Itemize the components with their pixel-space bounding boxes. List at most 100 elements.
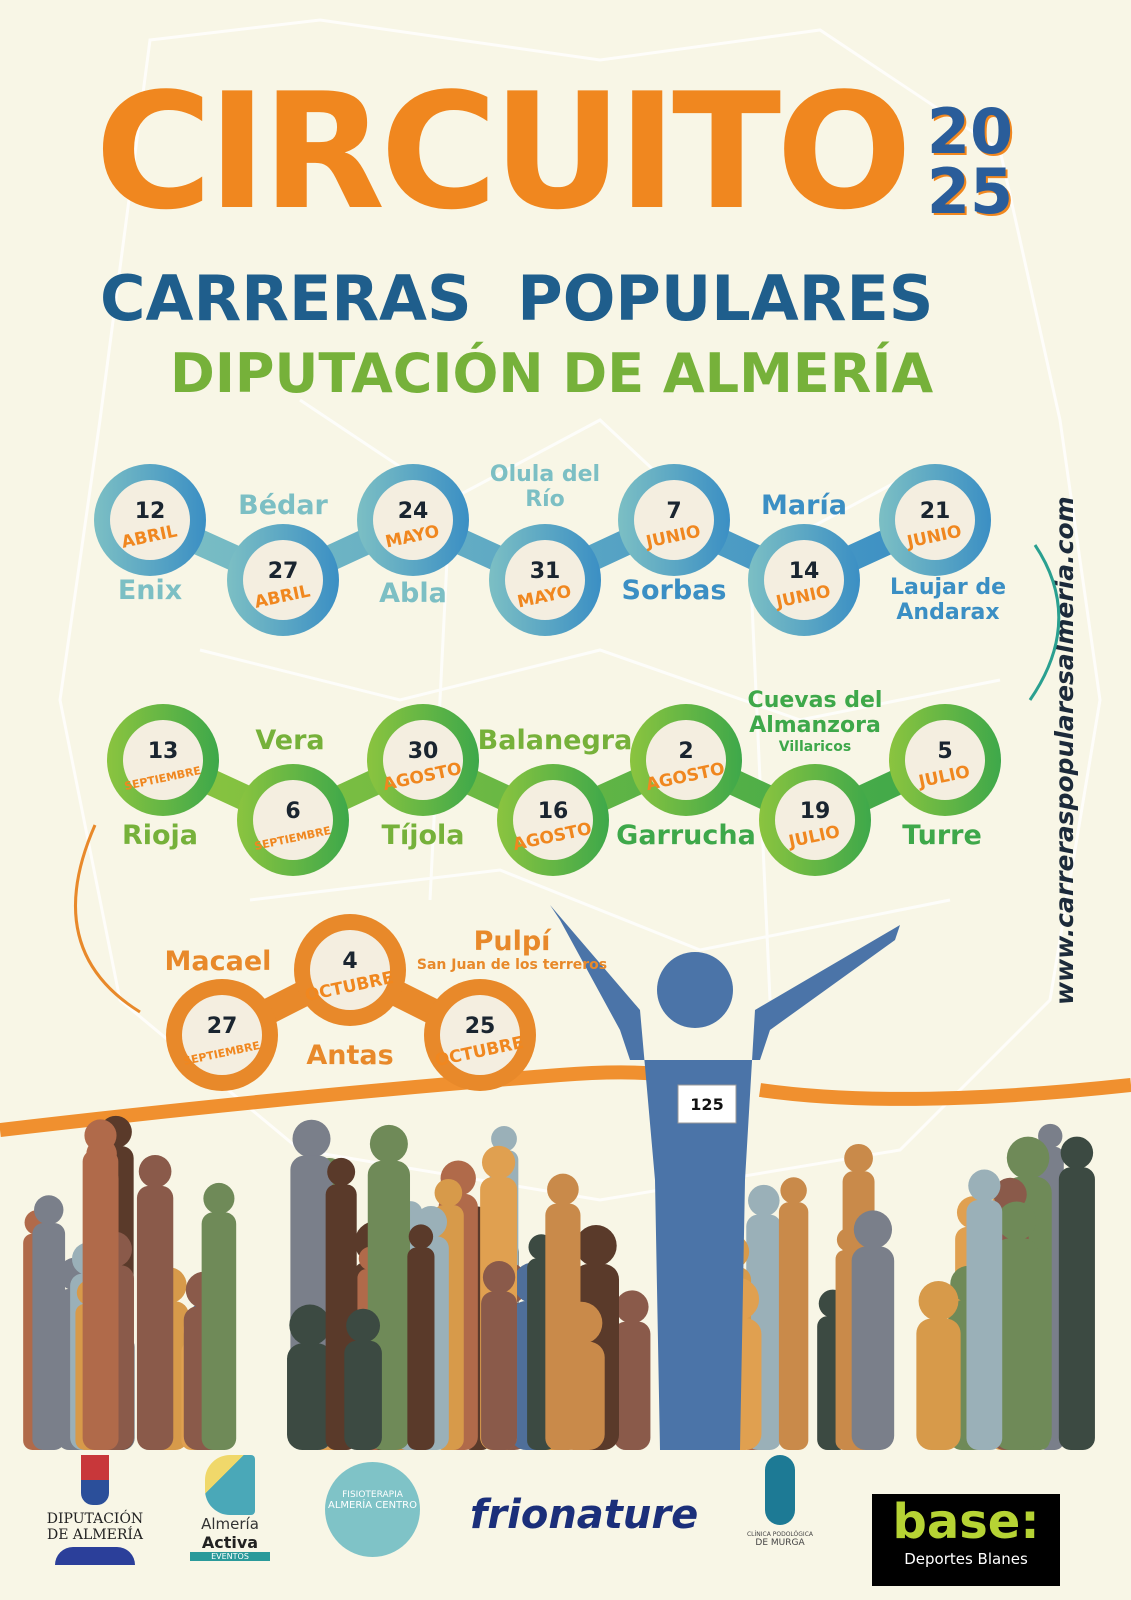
runner-silhouette	[82, 1119, 119, 1450]
race-town: Macael	[164, 946, 272, 977]
base-sub: Deportes Blanes	[904, 1550, 1028, 1568]
runner-silhouette	[994, 1201, 1039, 1450]
runner-silhouette	[557, 1301, 605, 1450]
logo-diputacion: DIPUTACIÓN DE ALMERÍA	[40, 1455, 150, 1565]
race-day: 12	[135, 499, 166, 524]
subtitle: CARRERAS POPULARES	[100, 262, 934, 335]
race-day: 6	[285, 799, 300, 824]
dome-icon	[55, 1547, 135, 1565]
race-day: 19	[800, 799, 831, 824]
clinica-name: CLÍNICA PODOLÓGICA	[746, 1531, 813, 1538]
lead-runner: 125	[550, 905, 900, 1450]
runner-silhouette	[344, 1308, 382, 1450]
race-location-note: Villaricos	[778, 738, 852, 755]
race-day: 13	[148, 739, 179, 764]
race-town: Bédar	[238, 490, 328, 521]
runners-crowd: 125	[23, 905, 1095, 1450]
diputacion-logo-text: DIPUTACIÓN DE ALMERÍA	[46, 1511, 144, 1543]
poster-title: CIRCUITO	[95, 58, 912, 245]
arrow-row2-row3	[74, 824, 141, 1014]
race-town: Enix	[117, 575, 183, 606]
logo-fisioterapia: FISIOTERAPIA ALMERÍA CENTRO	[325, 1462, 420, 1557]
race-day: 21	[920, 499, 951, 524]
year-bottom: 25	[926, 155, 1014, 228]
runner-silhouette	[916, 1280, 961, 1450]
race-town: Rioja	[121, 820, 199, 851]
race-day: 14	[789, 559, 820, 584]
almeria-activa-tag: EVENTOS	[190, 1552, 270, 1561]
race-day: 27	[207, 1014, 238, 1039]
logo-almeria-activa: Almería Activa EVENTOS	[190, 1455, 270, 1561]
race-day: 24	[398, 499, 429, 524]
race-town: Antas	[306, 1040, 394, 1071]
race-town: Laujar de Andarax	[889, 575, 1007, 626]
finish-ribbon	[0, 1065, 1131, 1137]
clinica-sub: DE MURGA	[755, 1538, 805, 1548]
race-day: 4	[342, 949, 357, 974]
race-town: Sorbas	[621, 575, 727, 606]
base-name: base:	[892, 1494, 1040, 1550]
organizer: DIPUTACIÓN DE ALMERÍA	[170, 342, 934, 405]
arrow-row1-row2	[1028, 544, 1061, 701]
race-day: 5	[937, 739, 952, 764]
footprint-icon	[765, 1455, 795, 1525]
runner-silhouette	[778, 1177, 809, 1450]
race-day: 30	[408, 739, 439, 764]
runner-silhouette	[613, 1290, 651, 1450]
runner-silhouette	[851, 1210, 895, 1450]
almeria-activa-name: Almería	[201, 1515, 259, 1533]
race-town: Olula del Río	[489, 462, 601, 513]
race-town: Tíjola	[381, 820, 465, 851]
runner-silhouette	[287, 1304, 333, 1450]
runner-silhouette	[201, 1182, 237, 1450]
logo-base: base: Deportes Blanes	[872, 1494, 1060, 1586]
fisioterapia-name: FISIOTERAPIA	[342, 1490, 403, 1500]
coat-of-arms-icon	[81, 1455, 109, 1505]
race-town: Garrucha	[616, 820, 756, 851]
race-town: Pulpí San Juan de los terreros	[416, 926, 608, 974]
race-town: Cuevas del Almanzora Villaricos	[745, 688, 885, 755]
race-location-note: San Juan de los terreros	[416, 957, 608, 974]
year-top: 20	[926, 95, 1014, 168]
runner-silhouette	[407, 1224, 435, 1450]
almeria-activa-sub: Activa	[201, 1533, 259, 1552]
race-day: 7	[666, 499, 681, 524]
fisioterapia-sub: ALMERÍA CENTRO	[328, 1500, 417, 1511]
runner-silhouette	[136, 1155, 174, 1450]
race-day: 2	[678, 739, 693, 764]
race-day: 27	[268, 559, 299, 584]
race-town: Balanegra	[477, 725, 633, 756]
logo-frionature: frionature	[470, 1492, 699, 1538]
wave-icon	[205, 1455, 255, 1515]
race-day: 16	[538, 799, 569, 824]
race-town: Turre	[902, 820, 982, 851]
race-town: Vera	[255, 725, 325, 756]
race-day: 25	[465, 1014, 496, 1039]
runner-silhouette	[1058, 1136, 1095, 1450]
race-town: María	[761, 490, 847, 521]
bib-number: 125	[690, 1095, 723, 1114]
race-day: 31	[530, 559, 561, 584]
race-town: Abla	[379, 578, 447, 609]
logo-clinica-murga: CLÍNICA PODOLÓGICA DE MURGA	[745, 1455, 815, 1548]
runner-silhouette	[966, 1169, 1003, 1450]
runner-silhouette	[481, 1261, 518, 1450]
